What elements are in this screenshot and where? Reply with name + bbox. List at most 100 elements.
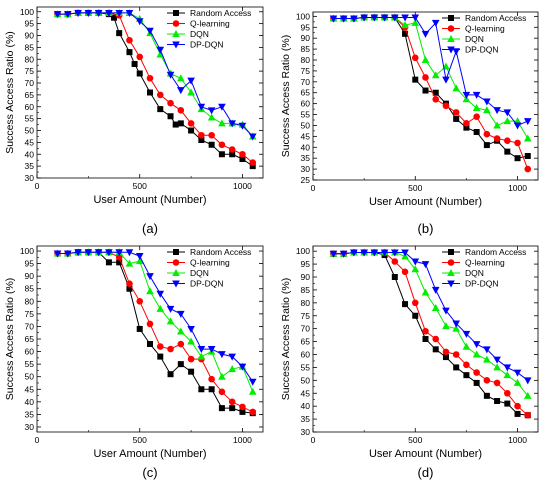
data-point <box>177 327 185 335</box>
data-point <box>74 9 82 17</box>
y-tick-label: 90 <box>301 272 311 282</box>
data-point <box>350 249 358 257</box>
data-point <box>74 249 82 257</box>
x-tick-label: 1000 <box>508 435 527 445</box>
data-point <box>94 249 103 257</box>
data-point <box>360 14 368 22</box>
data-point <box>177 120 184 127</box>
y-tick-label: 85 <box>25 284 35 294</box>
data-point <box>228 120 236 128</box>
y-tick-label: 100 <box>20 246 34 256</box>
data-point <box>218 388 226 396</box>
y-tick-label: 40 <box>25 149 35 159</box>
data-point <box>218 151 225 158</box>
data-point <box>146 273 154 281</box>
data-point <box>421 30 430 38</box>
data-point <box>431 286 440 294</box>
y-tick-label: 85 <box>25 42 35 52</box>
legend-marker <box>447 269 455 276</box>
data-point <box>422 327 429 335</box>
data-point <box>483 392 490 399</box>
series-dp-dqn <box>329 249 532 385</box>
data-point <box>411 299 419 307</box>
data-point <box>339 15 348 23</box>
data-point <box>187 325 195 333</box>
data-point <box>472 91 481 99</box>
data-point <box>513 378 522 386</box>
legend-marker <box>447 46 455 54</box>
data-point <box>411 14 420 22</box>
x-axis-label: User Amount (Number) <box>93 194 206 206</box>
data-point <box>147 89 153 96</box>
data-point <box>136 53 144 61</box>
data-point <box>523 118 532 126</box>
data-point <box>402 30 409 37</box>
data-point <box>177 310 185 318</box>
y-tick-label: 70 <box>25 78 35 88</box>
legend-marker <box>172 269 180 276</box>
data-point <box>524 411 532 419</box>
data-point <box>146 320 154 328</box>
y-tick-label: 45 <box>25 384 35 394</box>
y-tick-label: 85 <box>301 285 311 295</box>
y-axis-label: Success Access Ratio (%) <box>4 278 16 401</box>
legend-label: DP-DQN <box>465 45 499 55</box>
data-point <box>513 122 522 130</box>
data-point <box>135 18 144 26</box>
data-point <box>166 71 175 79</box>
y-tick-label: 40 <box>25 397 35 407</box>
plot-frame <box>312 11 539 181</box>
data-point <box>177 340 185 348</box>
data-point <box>431 304 440 311</box>
data-point <box>453 364 460 371</box>
data-point <box>402 301 409 308</box>
panel-caption: (c) <box>142 465 157 480</box>
data-point <box>523 391 532 399</box>
panel-caption: (b) <box>418 221 434 236</box>
data-point <box>442 102 450 110</box>
data-point <box>156 91 164 99</box>
y-tick-label: 75 <box>301 311 311 321</box>
x-tick-label: 500 <box>408 435 422 445</box>
legend-label: DQN <box>465 34 484 44</box>
y-tick-label: 40 <box>301 142 311 152</box>
data-point <box>53 11 62 19</box>
data-point <box>422 87 429 94</box>
data-point <box>411 265 420 273</box>
data-point <box>360 249 368 257</box>
data-point <box>187 120 195 127</box>
y-axis-label: Success Access Ratio (%) <box>4 31 16 154</box>
data-point <box>483 377 491 384</box>
data-point <box>452 320 460 328</box>
x-tick-label: 0 <box>35 435 40 445</box>
data-point <box>116 259 123 266</box>
data-point <box>472 341 481 349</box>
panel-caption: (a) <box>142 221 158 236</box>
data-point <box>493 379 501 387</box>
legend-marker <box>173 10 179 16</box>
legend-label: Random Access <box>190 247 251 257</box>
y-tick-label: 95 <box>301 22 311 32</box>
data-point <box>503 109 512 117</box>
legend-label: DP-DQN <box>190 279 224 289</box>
data-point <box>463 124 470 131</box>
data-point <box>249 408 257 416</box>
data-point <box>64 250 72 258</box>
data-point <box>156 343 164 350</box>
data-point <box>248 387 257 395</box>
legend-label: Random Access <box>465 13 526 23</box>
data-point <box>208 131 215 139</box>
data-point <box>238 122 247 130</box>
y-tick-label: 30 <box>301 427 311 437</box>
y-tick-label: 65 <box>25 334 35 344</box>
data-point <box>463 361 470 369</box>
y-tick-label: 85 <box>301 44 311 54</box>
x-tick-label: 500 <box>408 183 422 193</box>
y-tick-label: 60 <box>301 350 311 360</box>
data-point <box>105 259 112 266</box>
data-point <box>411 258 420 266</box>
x-tick-label: 500 <box>133 435 147 445</box>
data-point <box>125 249 134 257</box>
data-point <box>146 27 154 35</box>
